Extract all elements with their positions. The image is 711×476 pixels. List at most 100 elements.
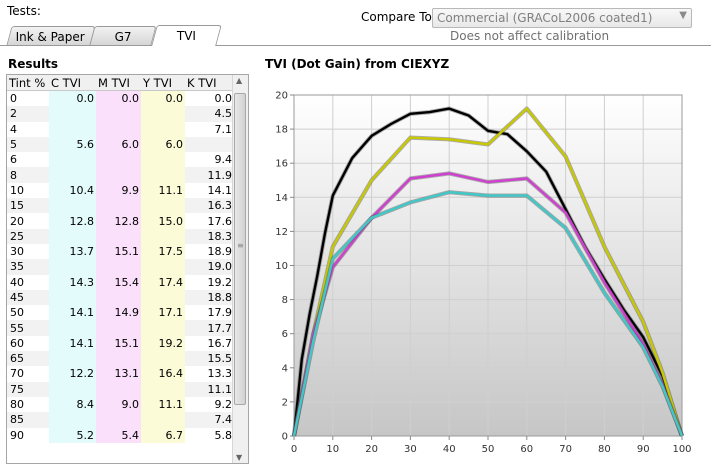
table-cell	[141, 320, 185, 336]
table-cell: 25	[7, 228, 49, 244]
x-tick-label: 40	[443, 444, 456, 455]
table-cell: 40	[10, 275, 24, 289]
table-cell: 0	[10, 92, 17, 106]
column-header[interactable]: Tint %	[7, 75, 49, 91]
table-cell: 14.3	[49, 274, 96, 290]
table-cell: 45	[7, 289, 49, 306]
column-header[interactable]: K TVI	[185, 75, 234, 91]
column-header[interactable]: C TVI	[49, 75, 96, 91]
grip-icon: ≡	[237, 241, 244, 250]
table-row[interactable]: 55 17.7	[7, 320, 234, 336]
table-row[interactable]: 65 15.5	[7, 351, 234, 367]
table-row[interactable]: 15 16.3	[7, 198, 234, 214]
table-cell: 11.1	[141, 182, 185, 199]
table-cell: 0.0	[96, 90, 141, 107]
results-title: Results	[8, 57, 59, 71]
table-cell: 90	[10, 428, 24, 442]
series-line	[292, 107, 684, 437]
table-cell	[49, 259, 96, 275]
table-cell: 70	[10, 367, 24, 381]
table-row[interactable]: 85 7.4	[7, 412, 234, 428]
compare-note: Does not affect calibration	[450, 29, 610, 43]
table-cell	[96, 198, 141, 214]
table-row[interactable]: 30 13.7 15.1 17.5 18.9	[7, 243, 234, 260]
table-row[interactable]: 50 14.1 14.9 17.1 17.9	[7, 305, 234, 321]
table-cell: 50	[10, 306, 24, 320]
table-cell: 14.1	[49, 335, 96, 352]
table-row[interactable]: 10 10.4 9.9 11.1 14.1	[7, 182, 234, 199]
table-row[interactable]: 25 18.3	[7, 228, 234, 244]
table-cell: 17.1	[141, 305, 185, 321]
table-row[interactable]: 40 14.3 15.4 17.4 19.2	[7, 274, 234, 290]
scroll-down-icon[interactable]: ▼	[236, 453, 243, 462]
y-tick-label: 6	[282, 329, 288, 340]
table-row[interactable]: 60 14.1 15.1 19.2 16.7	[7, 335, 234, 352]
table-cell	[49, 228, 96, 244]
table-row[interactable]: 5 5.6 6.0 6.0	[7, 136, 234, 153]
chart-title: TVI (Dot Gain) from CIEXYZ	[265, 57, 450, 71]
scroll-up-icon[interactable]: ▲	[236, 76, 243, 85]
results-header-row: Tint % C TVI M TVI Y TVI K TVI	[7, 75, 234, 91]
column-header[interactable]: M TVI	[96, 75, 141, 91]
table-cell	[141, 351, 185, 367]
table-cell: 15.4	[96, 274, 141, 290]
table-cell	[141, 412, 185, 428]
table-row[interactable]: 70 12.2 13.1 16.4 13.3	[7, 366, 234, 382]
table-row[interactable]: 8 11.9	[7, 167, 234, 183]
table-cell: 2	[7, 106, 49, 122]
table-row[interactable]: 2 4.5	[7, 106, 234, 122]
table-cell	[96, 152, 141, 168]
table-cell	[49, 121, 96, 137]
table-cell	[49, 412, 96, 428]
table-cell: 6.0	[96, 136, 141, 153]
table-row[interactable]: 80 8.4 9.0 11.1 9.2	[7, 396, 234, 413]
table-cell: 19.2	[185, 274, 234, 290]
table-cell: 5.4	[96, 427, 141, 443]
table-cell	[96, 412, 141, 428]
y-tick-label: 2	[282, 397, 288, 408]
table-row[interactable]: 35 19.0	[7, 259, 234, 275]
y-tick-label: 0	[282, 432, 288, 443]
results-scrollbar[interactable]: ▲ ≡ ▼	[232, 75, 248, 463]
scroll-thumb[interactable]: ≡	[234, 93, 246, 405]
tab-label: TVI	[176, 29, 196, 43]
table-cell: 9.4	[185, 152, 234, 168]
table-cell: 12.8	[49, 213, 96, 229]
table-cell: 12.8	[96, 213, 141, 229]
chevron-down-icon[interactable]: ▼	[679, 10, 687, 21]
tab-g7[interactable]: G7	[89, 26, 157, 45]
column-header[interactable]: Y TVI	[141, 75, 185, 91]
table-cell: 13.1	[96, 366, 141, 382]
table-cell: 11.1	[141, 396, 185, 413]
table-cell: 5.8	[185, 427, 234, 443]
table-cell: 80	[10, 398, 24, 412]
table-cell: 60	[10, 336, 24, 350]
table-row[interactable]: 45 18.8	[7, 289, 234, 306]
table-cell: 20	[10, 214, 24, 228]
table-row[interactable]: 0 0.0 0.0 0.0 0.0	[7, 90, 234, 107]
table-cell: 12.2	[49, 366, 96, 382]
table-cell: 17.4	[141, 274, 185, 290]
y-tick-label: 12	[275, 227, 288, 238]
table-row[interactable]: 20 12.8 12.8 15.0 17.6	[7, 213, 234, 229]
x-tick-label: 60	[520, 444, 533, 455]
table-row[interactable]: 75 11.1	[7, 381, 234, 397]
x-tick-label: 20	[365, 444, 378, 455]
table-row[interactable]: 6 9.4	[7, 152, 234, 168]
table-row[interactable]: 90 5.2 5.4 6.7 5.8	[7, 427, 234, 443]
table-cell: 9.0	[96, 396, 141, 413]
table-cell	[96, 351, 141, 367]
tab-tvi[interactable]: TVI	[151, 25, 222, 46]
tab-ink-paper[interactable]: Ink & Paper	[6, 26, 96, 45]
table-row[interactable]: 4 7.1	[7, 121, 234, 137]
table-cell	[49, 152, 96, 168]
x-tick-label: 90	[637, 444, 650, 455]
table-cell	[49, 381, 96, 397]
table-cell: 5.6	[49, 136, 96, 153]
table-cell	[141, 289, 185, 306]
table-cell: 14.1	[49, 305, 96, 321]
table-cell: 85	[7, 412, 49, 428]
compare-to-dropdown[interactable]: Commercial (GRACoL2006 coated1) ▼	[432, 8, 692, 28]
compare-to-value: Commercial (GRACoL2006 coated1)	[437, 11, 653, 25]
table-cell	[49, 106, 96, 122]
